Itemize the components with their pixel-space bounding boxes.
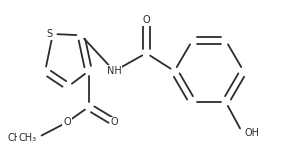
Text: O: O bbox=[30, 133, 37, 143]
Text: OH: OH bbox=[244, 128, 259, 137]
Text: CH₃: CH₃ bbox=[18, 133, 36, 143]
Text: S: S bbox=[47, 29, 53, 39]
Text: O: O bbox=[30, 133, 37, 143]
Text: CH₃: CH₃ bbox=[8, 133, 26, 143]
Text: NH: NH bbox=[107, 66, 122, 76]
Text: O: O bbox=[142, 15, 150, 25]
Text: O: O bbox=[63, 117, 71, 127]
Text: O: O bbox=[110, 117, 118, 127]
